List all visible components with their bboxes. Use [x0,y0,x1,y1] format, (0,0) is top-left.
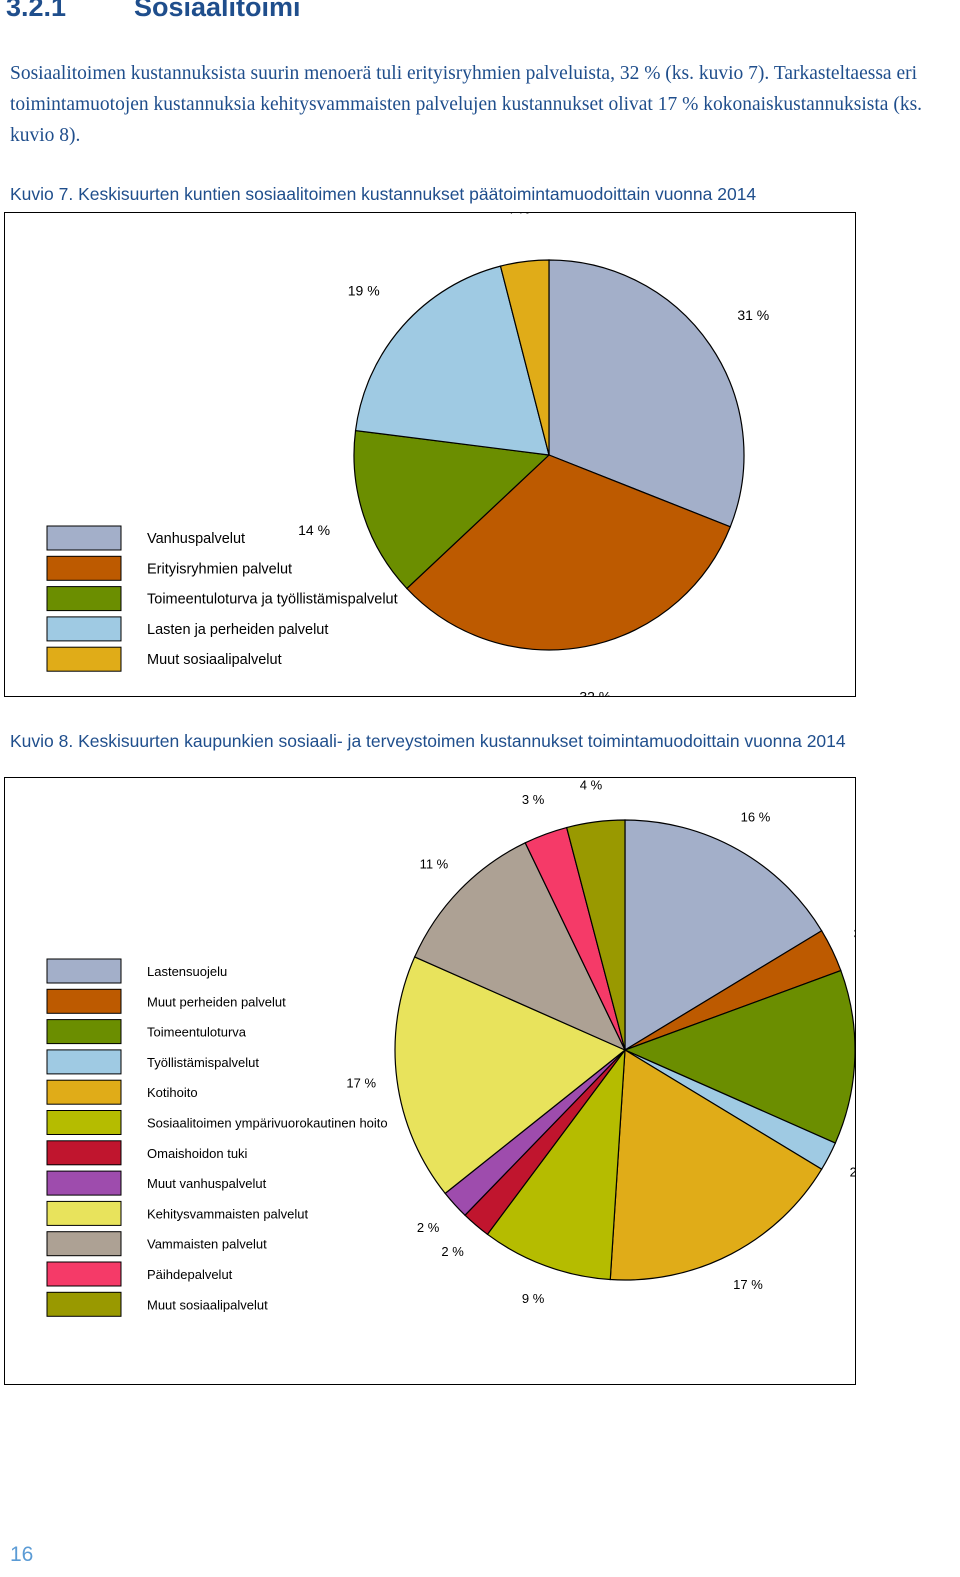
legend-swatch [46,1049,122,1075]
legend-swatch [46,1019,122,1045]
body-paragraph: Sosiaalitoimen kustannuksista suurin men… [10,63,923,146]
legend-swatch [46,958,122,984]
pie-data-label: 4 % [580,778,603,793]
section-number: 3.2.1 [6,0,67,22]
pie-data-label: 3 % [853,926,855,941]
pie-data-label: 32 % [579,688,611,696]
legend-swatch [46,586,122,612]
legend-swatch [46,1079,122,1105]
legend-entry: Työllistämispalvelut [147,1055,259,1070]
pie-slice [413,841,627,1052]
figure8-chart: 16 %3 %12 %2 %17 %9 %2 %2 %17 %11 %3 %4 … [4,777,856,1385]
legend-entry: Toimeentuloturva ja työllistämispalvelut [147,592,398,608]
legend-entry: Omaishoidon tuki [147,1146,248,1161]
legend-swatch [46,1110,122,1135]
legend-swatch [46,616,122,642]
pie-slice [353,429,551,590]
legend-entry: Vanhuspalvelut [147,531,245,547]
figure7-caption: Kuvio 7. Keskisuurten kuntien sosiaalito… [10,184,757,204]
pie-data-label: 4 % [506,213,530,217]
legend-swatch [46,525,122,551]
legend-entry: Muut sosiaalipalvelut [147,652,282,668]
figure7-chart: 31 % 32 % 14 % 19 % 4 % Vanhuspalvelut Erityis… [4,212,856,697]
pie-data-label: 19 % [348,282,380,298]
pie-data-label: 17 % [733,1277,763,1292]
pie-data-label: 14 % [298,522,330,538]
pie-data-label: 2 % [417,1220,440,1235]
pie-data-label: 11 % [420,856,449,871]
legend-entry: Muut perheiden palvelut [147,994,286,1009]
legend-swatch [46,555,122,581]
figure8-caption: Kuvio 8. Keskisuurten kaupunkien sosiaal… [10,731,846,751]
pie-slice [354,265,550,456]
pie-slice [548,259,745,528]
legend-entry: Muut vanhuspalvelut [147,1176,267,1191]
legend-entry: Sosiaalitoimen ympärivuorokautinen hoito [147,1116,388,1131]
pie-data-label: 3 % [522,792,545,807]
legend-entry: Lastensuojelu [147,964,227,979]
pie-slice [499,259,550,456]
legend-swatch [46,646,122,672]
pie-slice [609,1048,823,1281]
figure7-pie-svg: 31 % 32 % 14 % 19 % 4 % Vanhuspalvelut Erityis… [46,213,769,696]
legend-entry: Toimeentuloturva [147,1025,247,1040]
legend-entry: Päihdepalvelut [147,1267,233,1282]
pie-data-label: 31 % [737,307,769,323]
pie-data-label: 2 % [441,1244,464,1259]
legend-swatch [46,1140,122,1166]
page-number: 16 [10,1543,34,1566]
pie-data-label: 2 % [850,1164,855,1179]
legend-entry: Kotihoito [147,1085,198,1100]
legend-swatch [46,1231,122,1257]
legend-swatch [46,988,122,1014]
pie-slice [623,969,855,1144]
legend-entry: Erityisryhmien palvelut [147,561,292,577]
pie-data-label: 9 % [522,1291,545,1306]
figure8-pie-svg: 16 %3 %12 %2 %17 %9 %2 %2 %17 %11 %3 %4 … [46,778,855,1317]
legend-entry: Kehitysvammaisten palvelut [147,1206,309,1221]
pie-data-label: 16 % [741,810,771,825]
section-title: Sosiaalitoimi [134,0,301,22]
legend-swatch [46,1170,122,1196]
pie-data-label: 17 % [346,1075,376,1090]
legend-entry: Lasten ja perheiden palvelut [147,622,328,638]
legend-entry: Muut sosiaalipalvelut [147,1297,268,1312]
legend-swatch [46,1291,122,1317]
pie-slice [565,819,626,1051]
section-heading: 3.2.1 Sosiaalitoimi [6,0,301,23]
pie-slice [486,1048,626,1281]
pie-slice [406,454,732,651]
legend-swatch [46,1200,122,1226]
pie-slice [394,956,627,1195]
legend-entry: Vammaisten palvelut [147,1237,267,1252]
pie-slice [624,819,823,1052]
legend-swatch [46,1261,122,1287]
